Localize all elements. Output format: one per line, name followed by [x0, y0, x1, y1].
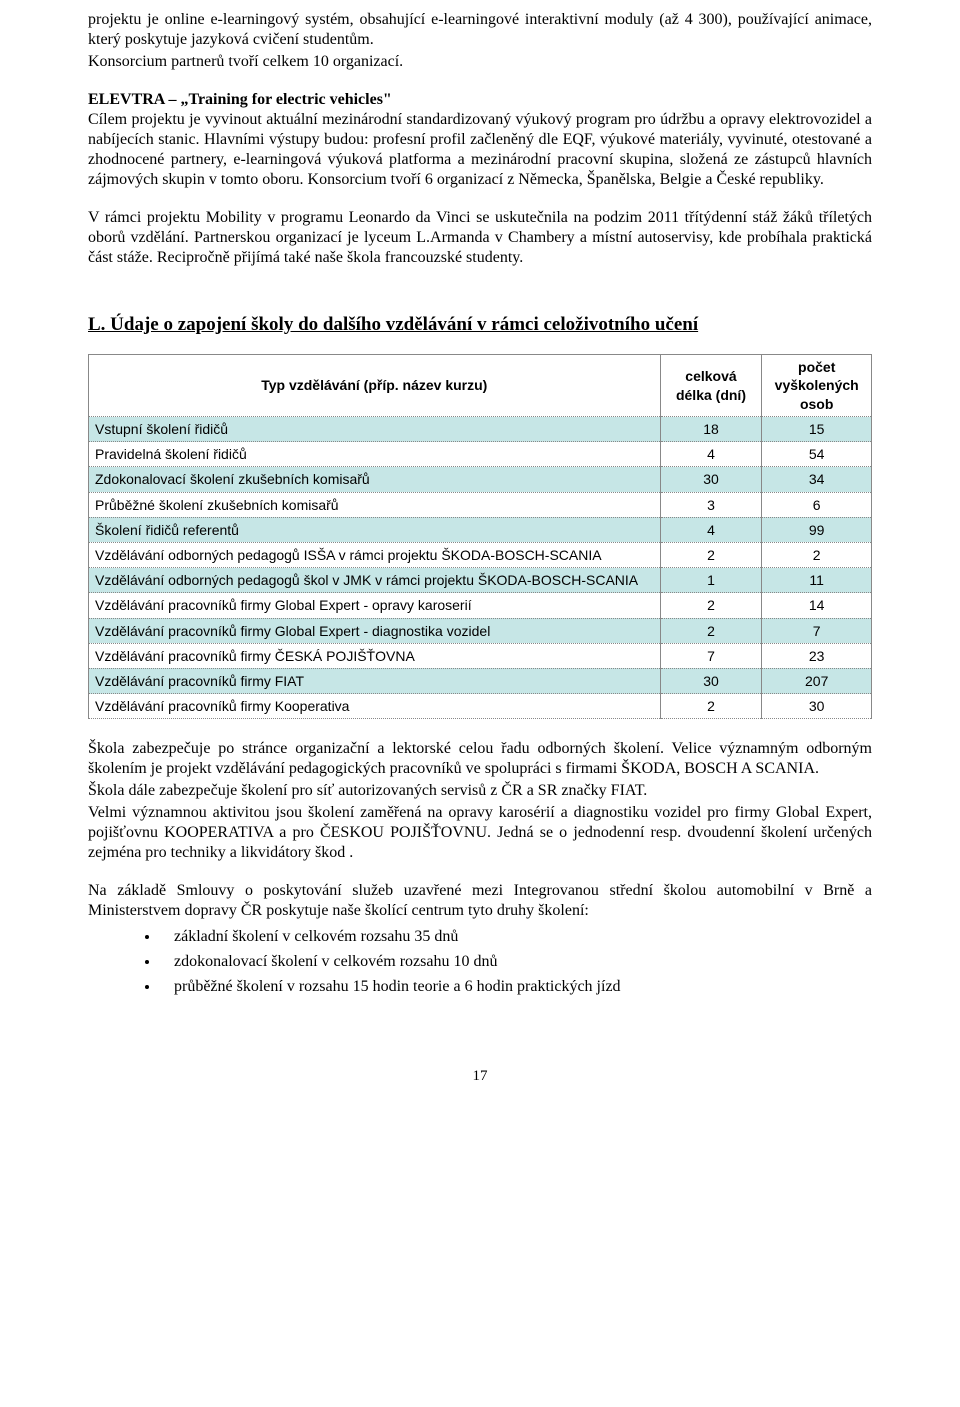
table-cell-days: 4: [660, 517, 762, 542]
table-row: Vzdělávání pracovníků firmy FIAT30207: [89, 668, 872, 693]
table-cell-type: Vstupní školení řidičů: [89, 417, 661, 442]
table-cell-type: Vzdělávání pracovníků firmy Global Exper…: [89, 618, 661, 643]
table-row: Vstupní školení řidičů1815: [89, 417, 872, 442]
training-table: Typ vzdělávání (příp. název kurzu) celko…: [88, 354, 872, 719]
table-cell-days: 1: [660, 568, 762, 593]
table-header-row: Typ vzdělávání (příp. název kurzu) celko…: [89, 355, 872, 417]
paragraph-4b: Škola dále zabezpečuje školení pro síť a…: [88, 781, 872, 801]
table-cell-type: Školení řidičů referentů: [89, 517, 661, 542]
section-title: L. Údaje o zapojení školy do dalšího vzd…: [88, 314, 872, 336]
table-cell-type: Průběžné školení zkušebních komisařů: [89, 492, 661, 517]
table-cell-type: Pravidelná školení řidičů: [89, 442, 661, 467]
table-cell-people: 2: [762, 542, 872, 567]
bullet-item: průběžné školení v rozsahu 15 hodin teor…: [160, 975, 872, 1000]
page-number: 17: [88, 1068, 872, 1085]
table-cell-type: Vzdělávání pracovníků firmy FIAT: [89, 668, 661, 693]
paragraph-group-4: Škola zabezpečuje po stránce organizační…: [88, 739, 872, 863]
bullet-item: základní školení v celkovém rozsahu 35 d…: [160, 925, 872, 950]
table-cell-days: 2: [660, 593, 762, 618]
table-cell-days: 2: [660, 618, 762, 643]
bullet-list: základní školení v celkovém rozsahu 35 d…: [88, 925, 872, 999]
paragraph-4a: Škola zabezpečuje po stránce organizační…: [88, 739, 872, 779]
table-cell-type: Vzdělávání pracovníků firmy Kooperativa: [89, 694, 661, 719]
table-cell-people: 7: [762, 618, 872, 643]
table-cell-type: Vzdělávání odborných pedagogů škol v JMK…: [89, 568, 661, 593]
table-row: Vzdělávání pracovníků firmy Global Exper…: [89, 593, 872, 618]
table-cell-people: 54: [762, 442, 872, 467]
table-cell-type: Vzdělávání pracovníků firmy Global Exper…: [89, 593, 661, 618]
paragraph-1b: Konsorcium partnerů tvoří celkem 10 orga…: [88, 52, 872, 72]
table-row: Vzdělávání odborných pedagogů škol v JMK…: [89, 568, 872, 593]
table-row: Pravidelná školení řidičů454: [89, 442, 872, 467]
paragraph-3: V rámci projektu Mobility v programu Leo…: [88, 208, 872, 268]
paragraph-1: projektu je online e-learningový systém,…: [88, 10, 872, 50]
bullet-item: zdokonalovací školení v celkovém rozsahu…: [160, 950, 872, 975]
table-row: Vzdělávání pracovníků firmy Kooperativa2…: [89, 694, 872, 719]
table-cell-days: 30: [660, 467, 762, 492]
paragraph-5: Na základě Smlouvy o poskytování služeb …: [88, 881, 872, 921]
document-page: projektu je online e-learningový systém,…: [0, 0, 960, 1115]
table-body: Vstupní školení řidičů1815Pravidelná ško…: [89, 417, 872, 719]
table-row: Vzdělávání odborných pedagogů ISŠA v rám…: [89, 542, 872, 567]
table-cell-people: 11: [762, 568, 872, 593]
table-cell-type: Zdokonalovací školení zkušebních komisař…: [89, 467, 661, 492]
table-row: Školení řidičů referentů499: [89, 517, 872, 542]
table-cell-days: 7: [660, 643, 762, 668]
table-cell-type: Vzdělávání pracovníků firmy ČESKÁ POJIŠŤ…: [89, 643, 661, 668]
table-cell-people: 14: [762, 593, 872, 618]
table-cell-days: 18: [660, 417, 762, 442]
table-cell-people: 23: [762, 643, 872, 668]
table-cell-days: 30: [660, 668, 762, 693]
table-cell-people: 34: [762, 467, 872, 492]
paragraph-2-body: Cílem projektu je vyvinout aktuální mezi…: [88, 111, 872, 188]
table-cell-people: 99: [762, 517, 872, 542]
table-header-type: Typ vzdělávání (příp. název kurzu): [89, 355, 661, 417]
table-header-people: počet vyškolených osob: [762, 355, 872, 417]
table-cell-people: 6: [762, 492, 872, 517]
paragraph-2-title: ELEVTRA – „Training for electric vehicle…: [88, 91, 392, 108]
table-cell-days: 2: [660, 694, 762, 719]
paragraph-group-1: projektu je online e-learningový systém,…: [88, 10, 872, 72]
paragraph-4c: Velmi významnou aktivitou jsou školení z…: [88, 803, 872, 863]
table-cell-days: 3: [660, 492, 762, 517]
table-row: Vzdělávání pracovníků firmy ČESKÁ POJIŠŤ…: [89, 643, 872, 668]
table-cell-people: 15: [762, 417, 872, 442]
table-header-days: celková délka (dní): [660, 355, 762, 417]
paragraph-2: ELEVTRA – „Training for electric vehicle…: [88, 90, 872, 190]
table-row: Zdokonalovací školení zkušebních komisař…: [89, 467, 872, 492]
table-row: Vzdělávání pracovníků firmy Global Exper…: [89, 618, 872, 643]
table-row: Průběžné školení zkušebních komisařů36: [89, 492, 872, 517]
table-cell-type: Vzdělávání odborných pedagogů ISŠA v rám…: [89, 542, 661, 567]
table-cell-people: 207: [762, 668, 872, 693]
table-cell-days: 4: [660, 442, 762, 467]
table-cell-people: 30: [762, 694, 872, 719]
table-cell-days: 2: [660, 542, 762, 567]
